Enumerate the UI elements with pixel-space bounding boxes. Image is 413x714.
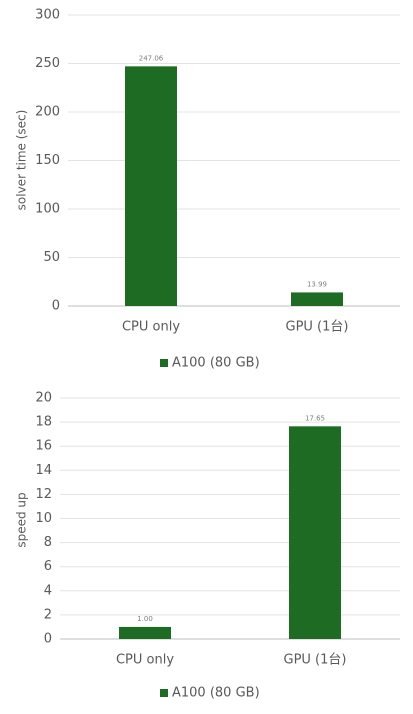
legend-label: A100 (80 GB)	[172, 686, 260, 701]
y-tick-label: 18	[35, 415, 52, 430]
legend-label: A100 (80 GB)	[172, 356, 260, 371]
data-label: 247.06	[139, 54, 164, 62]
y-tick-label: 150	[35, 153, 60, 168]
data-label: 1.00	[137, 615, 153, 623]
y-tick-label: 200	[35, 105, 60, 120]
y-tick-label: 50	[43, 250, 60, 265]
legend-swatch	[160, 689, 168, 697]
bar	[125, 66, 177, 306]
bar	[119, 626, 171, 639]
y-tick-label: 8	[44, 535, 52, 550]
y-axis-title: speed up	[15, 492, 29, 547]
y-axis-title: solver time (sec)	[15, 110, 29, 211]
y-tick-label: 0	[52, 299, 60, 314]
x-tick-label: GPU (1台)	[286, 320, 349, 335]
y-tick-label: 16	[35, 439, 52, 454]
x-tick-label: GPU (1台)	[284, 653, 347, 668]
y-tick-label: 6	[44, 559, 52, 574]
legend-swatch	[160, 359, 168, 367]
y-tick-label: 12	[35, 487, 52, 502]
y-tick-label: 14	[35, 463, 52, 478]
y-tick-label: 20	[35, 391, 52, 406]
y-tick-label: 250	[35, 56, 60, 71]
y-tick-label: 100	[35, 202, 60, 217]
y-tick-label: 10	[35, 511, 52, 526]
y-tick-label: 2	[44, 607, 52, 622]
y-tick-label: 300	[35, 8, 60, 23]
bar	[289, 426, 341, 639]
bar	[291, 292, 343, 306]
y-tick-label: 0	[44, 632, 52, 647]
data-label: 17.65	[305, 414, 325, 422]
y-tick-label: 4	[44, 583, 52, 598]
data-label: 13.99	[307, 280, 327, 288]
x-tick-label: CPU only	[116, 653, 174, 668]
x-tick-label: CPU only	[122, 320, 180, 335]
